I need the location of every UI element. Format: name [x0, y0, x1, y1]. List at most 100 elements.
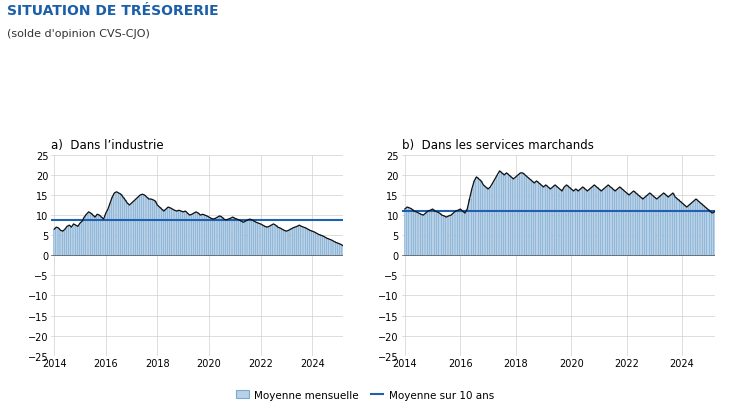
Bar — [477, 180, 480, 256]
Bar — [137, 198, 139, 256]
Bar — [492, 256, 493, 258]
Bar — [455, 211, 457, 256]
Bar — [345, 247, 347, 256]
Bar — [429, 218, 431, 256]
Bar — [107, 209, 109, 256]
Bar — [475, 178, 477, 256]
Bar — [333, 242, 334, 256]
Bar — [685, 207, 688, 256]
Bar — [451, 238, 453, 256]
Bar — [479, 252, 481, 256]
Bar — [369, 256, 371, 290]
Bar — [255, 223, 257, 256]
Bar — [610, 187, 612, 256]
Bar — [472, 245, 474, 256]
Bar — [227, 220, 229, 256]
Bar — [225, 220, 227, 256]
Bar — [545, 185, 547, 256]
Bar — [223, 220, 225, 256]
Bar — [99, 216, 100, 256]
Bar — [395, 185, 397, 256]
Bar — [461, 238, 464, 256]
Bar — [279, 228, 281, 256]
Bar — [146, 198, 147, 256]
Bar — [378, 207, 380, 256]
Bar — [485, 187, 487, 256]
Bar — [266, 227, 268, 256]
Bar — [515, 178, 517, 256]
Bar — [199, 216, 201, 256]
Bar — [420, 215, 422, 256]
Bar — [575, 189, 577, 256]
Bar — [727, 213, 729, 256]
Bar — [503, 175, 505, 256]
Bar — [445, 231, 447, 256]
Bar — [70, 227, 72, 256]
Bar — [101, 218, 102, 256]
Bar — [635, 193, 637, 256]
Bar — [496, 175, 499, 256]
Bar — [607, 185, 610, 256]
Bar — [406, 207, 408, 256]
Bar — [721, 207, 723, 256]
Text: SITUATION DE TRÉSORERIE: SITUATION DE TRÉSORERIE — [7, 4, 219, 18]
Bar — [245, 222, 247, 256]
Bar — [283, 231, 285, 256]
Bar — [404, 209, 406, 256]
Bar — [53, 229, 55, 256]
Bar — [94, 218, 96, 256]
Bar — [425, 213, 427, 256]
Bar — [221, 218, 223, 256]
Bar — [294, 227, 296, 256]
Bar — [440, 227, 442, 256]
Bar — [318, 235, 320, 256]
Bar — [324, 238, 326, 256]
Bar — [139, 196, 141, 256]
Bar — [542, 187, 545, 256]
Bar — [511, 252, 513, 256]
Bar — [442, 229, 445, 256]
Bar — [356, 254, 358, 256]
Bar — [399, 189, 402, 256]
Bar — [402, 191, 404, 256]
Bar — [526, 178, 529, 256]
Bar — [64, 229, 66, 256]
Bar — [431, 209, 434, 256]
Bar — [568, 187, 570, 256]
Bar — [322, 236, 324, 256]
Bar — [201, 215, 204, 256]
Bar — [350, 249, 352, 256]
Bar — [352, 251, 354, 256]
Bar — [77, 227, 79, 256]
Bar — [167, 207, 169, 256]
Bar — [79, 224, 81, 256]
Bar — [204, 216, 206, 256]
Bar — [564, 187, 565, 256]
Bar — [517, 175, 519, 256]
Bar — [111, 198, 113, 256]
Bar — [215, 219, 216, 256]
Bar — [128, 205, 131, 256]
Bar — [118, 193, 120, 256]
Bar — [425, 213, 427, 256]
Bar — [588, 189, 591, 256]
Bar — [456, 239, 457, 256]
Bar — [81, 222, 83, 256]
Bar — [231, 218, 234, 256]
Bar — [341, 245, 343, 256]
Bar — [538, 184, 540, 256]
Bar — [591, 187, 593, 256]
Bar — [182, 212, 184, 256]
Bar — [380, 191, 382, 256]
Bar — [249, 220, 251, 256]
Bar — [691, 204, 693, 256]
Bar — [457, 211, 459, 256]
Bar — [660, 196, 662, 256]
Bar — [169, 208, 172, 256]
Bar — [156, 205, 158, 256]
Bar — [441, 216, 443, 256]
Bar — [434, 222, 436, 256]
Bar — [614, 191, 616, 256]
Bar — [253, 222, 255, 256]
Bar — [483, 254, 485, 256]
